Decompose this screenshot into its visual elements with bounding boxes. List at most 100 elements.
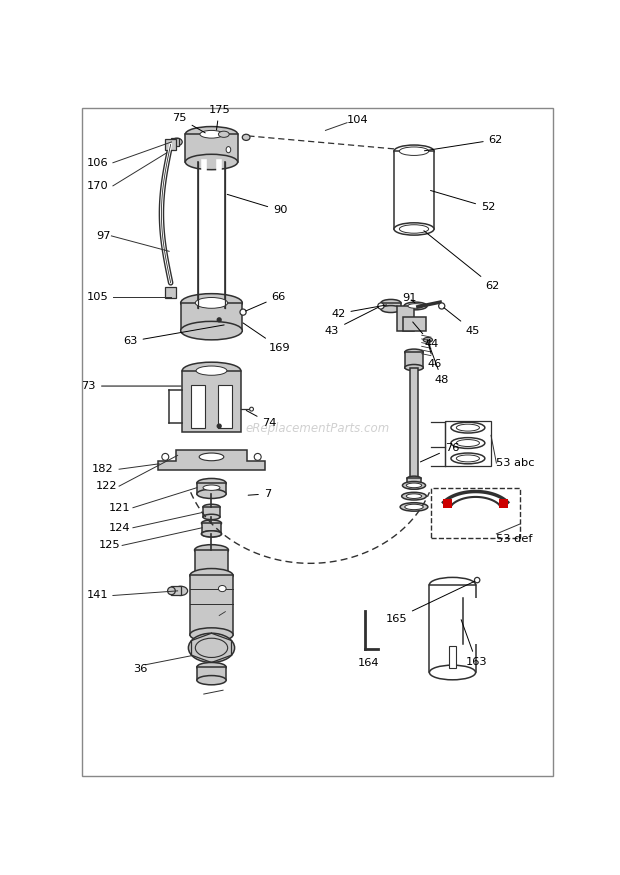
Ellipse shape [381,305,401,312]
Ellipse shape [456,439,479,446]
Text: 104: 104 [347,116,369,125]
Text: eReplacementParts.com: eReplacementParts.com [246,422,390,435]
Text: 42: 42 [331,304,387,318]
Text: 90: 90 [228,194,288,215]
Ellipse shape [406,483,422,487]
Ellipse shape [405,504,423,509]
Circle shape [438,303,445,309]
Bar [405,352,423,367]
Text: 91: 91 [402,293,416,304]
Text: 74: 74 [246,410,277,428]
Text: 76: 76 [420,443,459,462]
Ellipse shape [200,130,223,138]
Bar [197,667,226,680]
Bar [449,647,456,668]
Ellipse shape [188,634,234,662]
Ellipse shape [203,485,220,490]
Text: 122: 122 [96,481,118,491]
Bar [445,422,491,466]
Polygon shape [157,450,265,470]
Text: 121: 121 [108,503,130,513]
Bar [182,371,241,432]
Ellipse shape [242,134,250,140]
Text: 52: 52 [430,191,495,213]
Text: 175: 175 [208,105,230,130]
Text: 48: 48 [429,344,449,385]
Ellipse shape [430,665,476,680]
Ellipse shape [202,531,221,537]
Circle shape [217,424,221,428]
Text: 106: 106 [87,158,108,168]
Bar [394,151,434,229]
Text: 141: 141 [87,591,108,600]
Text: 44: 44 [413,322,438,349]
Ellipse shape [197,662,226,672]
Text: 163: 163 [461,620,487,667]
Text: 124: 124 [108,522,130,533]
Ellipse shape [451,453,485,464]
Ellipse shape [402,493,427,500]
Circle shape [254,453,261,460]
Text: 105: 105 [87,291,108,302]
Bar [218,385,231,428]
Ellipse shape [405,349,423,355]
Bar [430,584,476,673]
Ellipse shape [197,676,226,685]
Ellipse shape [172,138,182,146]
Ellipse shape [451,423,485,433]
Ellipse shape [202,531,221,537]
Ellipse shape [394,145,434,158]
Bar [443,500,452,507]
Text: 182: 182 [91,465,113,474]
Text: 7: 7 [248,489,271,499]
Ellipse shape [405,365,423,371]
Bar [499,500,508,507]
Bar [172,138,179,146]
Text: 75: 75 [172,113,205,133]
Text: 170: 170 [87,181,108,191]
Text: 164: 164 [358,658,379,668]
Ellipse shape [185,154,237,170]
Ellipse shape [218,131,229,137]
Bar [197,483,226,493]
Circle shape [217,318,221,322]
Bar [195,550,228,576]
Polygon shape [443,492,508,505]
Text: 62: 62 [425,135,503,150]
Ellipse shape [456,424,479,431]
Text: 43: 43 [325,307,378,336]
Ellipse shape [456,455,479,462]
Ellipse shape [195,570,228,581]
Ellipse shape [202,520,221,526]
Bar [172,586,182,596]
Bar [190,576,233,634]
Circle shape [240,309,246,315]
Text: 97: 97 [96,231,110,241]
Ellipse shape [185,127,237,142]
Ellipse shape [203,504,220,509]
Ellipse shape [394,223,434,235]
Ellipse shape [180,294,242,312]
Text: 36: 36 [133,664,148,675]
Bar [407,479,421,487]
Ellipse shape [196,366,227,375]
Ellipse shape [226,147,231,153]
Ellipse shape [195,544,228,556]
Ellipse shape [190,569,233,583]
Bar [180,303,242,331]
Text: 73: 73 [81,381,181,391]
Bar [397,306,414,331]
Ellipse shape [406,493,422,499]
Text: 53 def: 53 def [497,534,533,543]
Circle shape [162,453,169,460]
Bar [202,523,221,534]
Text: 53 abc: 53 abc [497,458,535,468]
Ellipse shape [430,578,476,592]
Ellipse shape [197,479,226,487]
Ellipse shape [407,485,421,489]
Ellipse shape [203,514,220,520]
Ellipse shape [197,489,226,499]
Text: 63: 63 [123,325,224,346]
Bar [403,317,427,331]
Bar [166,139,176,150]
